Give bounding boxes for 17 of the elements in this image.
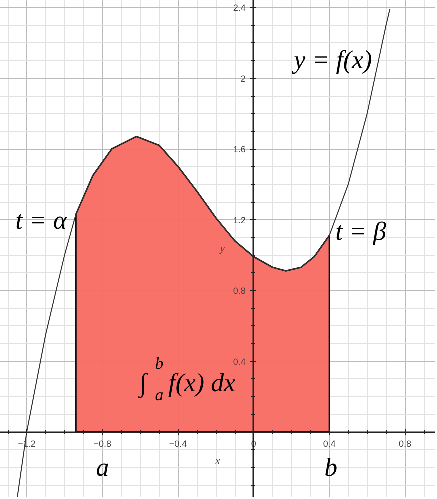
y-tick-label: 2.4 [233,3,246,14]
y-tick-label: 1.6 [233,144,246,155]
x-tick-label: 0.8 [398,439,412,450]
annotation: t = β [336,217,386,246]
y-axis-title: y [219,243,226,255]
y-tick-label: 2 [240,74,246,84]
y-tick-label: 1.2 [233,215,246,226]
x-tick-label: 0.4 [323,439,336,450]
x-tick-label: −0.4 [169,439,188,450]
annotation: t = α [16,206,68,236]
y-tick-label: 0.8 [233,286,246,296]
annotation: a [96,453,110,482]
x-tick-label: −0.8 [94,439,112,450]
annotation: y = f(x) [291,46,372,75]
x-axis-title: x [214,456,221,468]
y-tick-label: 0.4 [233,356,246,367]
annotation: b [324,453,338,482]
